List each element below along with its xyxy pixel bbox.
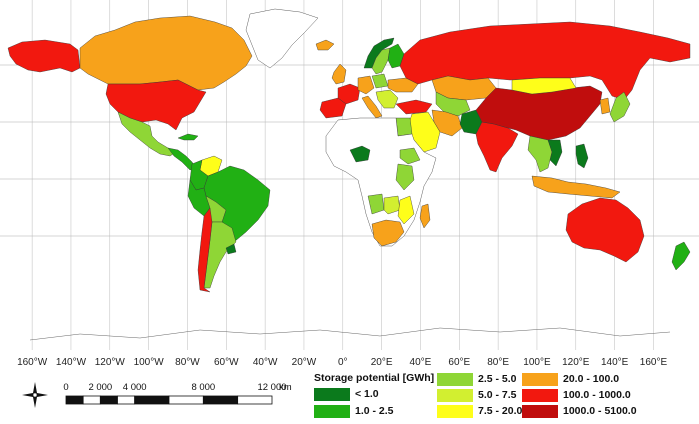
longitude-label: 160°W <box>17 357 48 368</box>
region-mongolia <box>511 77 577 95</box>
region-australia <box>565 197 645 263</box>
longitude-label: 120°W <box>94 357 125 368</box>
longitude-label: 140°E <box>600 357 629 368</box>
longitude-label: 160°E <box>639 357 668 368</box>
longitude-label: 80°W <box>175 357 200 368</box>
longitude-label: 80°E <box>487 357 510 368</box>
region-new-zealand <box>671 241 691 271</box>
longitude-label: 60°W <box>214 357 239 368</box>
region-egypt <box>395 117 413 137</box>
legend-item: 7.5 - 20.0 <box>437 404 522 418</box>
region-turkey <box>395 99 433 115</box>
longitude-label: 60°E <box>448 357 471 368</box>
region-cuba <box>177 133 199 141</box>
antarctica-coast <box>29 327 671 341</box>
legend-swatch <box>437 388 473 402</box>
longitude-label: 140°W <box>55 357 87 368</box>
legend-title: Storage potential [GWh] <box>314 372 435 384</box>
scale-tick-label: 12 000 <box>257 382 287 393</box>
legend-swatch <box>314 387 350 401</box>
region-alaska <box>7 39 81 73</box>
region-united-kingdom <box>331 63 347 85</box>
legend-item: 100.0 - 1000.0 <box>522 388 631 402</box>
region-east-africa <box>395 163 415 191</box>
longitude-label: 20°W <box>291 357 317 368</box>
region-chile <box>197 207 213 293</box>
legend-swatch <box>437 404 473 418</box>
legend-swatch <box>522 388 558 402</box>
region-madagascar <box>419 203 431 229</box>
region-korea <box>599 97 611 115</box>
region-philippines <box>575 143 589 169</box>
legend-item: < 1.0 <box>314 387 379 401</box>
legend-label: 1.0 - 2.5 <box>355 405 394 417</box>
region-iberia <box>319 97 347 119</box>
region-germany <box>357 75 375 95</box>
region-japan <box>609 91 631 123</box>
region-indonesia <box>531 175 621 199</box>
region-central-asia <box>435 91 471 117</box>
region-south-africa <box>371 219 405 247</box>
scale-tick-label: 0 <box>63 382 69 393</box>
region-italy <box>361 95 383 119</box>
legend-label: 1000.0 - 5100.0 <box>563 405 637 417</box>
longitude-label: 20°E <box>370 357 393 368</box>
longitude-label: 100°E <box>523 357 551 368</box>
longitude-label: 100°W <box>133 357 164 368</box>
region-vietnam <box>547 139 563 167</box>
longitude-label: 0° <box>338 357 348 368</box>
legend-label: 20.0 - 100.0 <box>563 373 620 385</box>
legend-item: 1000.0 - 5100.0 <box>522 404 637 418</box>
legend-swatch <box>437 372 473 386</box>
scale-unit: km <box>279 382 292 393</box>
longitude-label: 40°W <box>252 357 278 368</box>
legend-item: 1.0 - 2.5 <box>314 404 394 418</box>
legend-label: 5.0 - 7.5 <box>478 389 517 401</box>
region-iceland <box>315 39 335 51</box>
scale-tick-label: 2 000 <box>88 382 113 393</box>
legend-swatch <box>522 404 558 418</box>
scale-tick-label: 8 000 <box>191 382 216 393</box>
region-uruguay <box>225 243 237 255</box>
region-zambia <box>383 195 401 215</box>
legend-swatch <box>314 404 350 418</box>
legend-label: < 1.0 <box>355 388 379 400</box>
region-balkans <box>375 89 399 109</box>
scale-tick-label: 4 000 <box>122 382 147 393</box>
region-greenland <box>245 8 319 69</box>
region-nigeria <box>349 145 371 163</box>
region-mozambique <box>397 195 415 225</box>
legend-label: 7.5 - 20.0 <box>478 405 523 417</box>
longitude-label: 120°E <box>562 357 590 368</box>
legend-item: 20.0 - 100.0 <box>522 372 619 386</box>
legend-label: 2.5 - 5.0 <box>478 373 517 385</box>
north-arrow-icon <box>20 380 50 410</box>
legend-label: 100.0 - 1000.0 <box>563 389 631 401</box>
region-ethiopia <box>399 147 421 165</box>
legend-swatch <box>522 372 558 386</box>
legend-item: 5.0 - 7.5 <box>437 388 517 402</box>
longitude-label: 40°E <box>409 357 432 368</box>
legend-item: 2.5 - 5.0 <box>437 372 517 386</box>
